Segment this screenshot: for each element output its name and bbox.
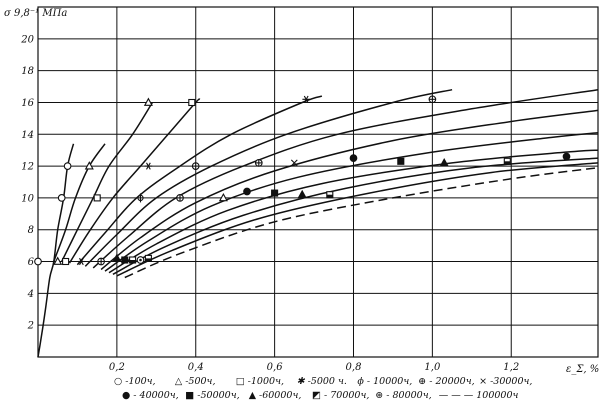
marker-circle-open xyxy=(34,257,42,266)
y-tick-label: 10 xyxy=(21,193,34,204)
x-tick-label: 1,0 xyxy=(424,362,441,373)
marker-square-open xyxy=(62,257,70,266)
legend-entry: ⊛ - 80000ч, xyxy=(375,390,431,401)
legend-entry: ○ -100ч, xyxy=(114,376,156,387)
series-line-10000ч xyxy=(76,95,323,266)
series-line-60000ч xyxy=(108,149,599,274)
marker-circle-cross xyxy=(97,257,105,266)
marker-phi xyxy=(137,193,144,203)
y-tick-label: 16 xyxy=(21,98,34,109)
marker-square-open xyxy=(188,98,196,107)
series-line-20000ч xyxy=(84,88,453,267)
x-tick-label: 0,6 xyxy=(267,362,284,373)
x-axis-label: ε_Σ, % xyxy=(566,364,599,375)
y-tick-label: 14 xyxy=(21,130,34,141)
marker-asterisk xyxy=(77,257,86,266)
y-tick-label: 4 xyxy=(27,289,34,300)
y-tick-label: 8 xyxy=(28,225,34,236)
series-line-70000ч xyxy=(112,157,599,275)
x-tick-label: 0,2 xyxy=(109,362,125,373)
marker-triangle-open xyxy=(53,256,63,265)
y-tick-label: 18 xyxy=(21,66,34,77)
legend-entry: △ -500ч, xyxy=(175,376,216,387)
y-tick-label: 2 xyxy=(27,321,34,332)
marker-square-filled xyxy=(271,189,279,197)
x-tick-label: 0,4 xyxy=(188,362,204,373)
marker-square-half xyxy=(144,254,152,262)
series-markers xyxy=(34,95,571,266)
x-tick-label: 0,8 xyxy=(346,362,362,373)
y-axis-label: σ 9,8⁻¹ МПа xyxy=(4,8,67,19)
marker-circle-open xyxy=(63,162,72,170)
marker-circle-filled xyxy=(243,187,251,196)
marker-circle-cross xyxy=(428,95,437,104)
marker-square-half xyxy=(326,191,334,199)
marker-square-filled xyxy=(397,157,405,165)
marker-asterisk xyxy=(144,162,153,170)
marker-triangle-open xyxy=(218,192,228,202)
series-line-5000ч xyxy=(68,98,201,264)
marker-circle-open xyxy=(57,194,66,202)
legend: ○ -100ч, △ -500ч, □ -1000ч, ✱ -5000 ч. ϕ - 1… xyxy=(114,376,532,401)
y-tick-label: 20 xyxy=(20,34,34,45)
marker-circle-dot xyxy=(136,256,145,264)
marker-x xyxy=(290,159,298,167)
series-line-100000ч xyxy=(124,166,599,279)
y-tick-label: 12 xyxy=(21,162,34,173)
marker-circle-filled xyxy=(562,152,571,161)
series-line-80000ч xyxy=(116,162,599,277)
legend-entry: ◩ - 70000ч, xyxy=(312,390,369,401)
marker-square-half xyxy=(503,157,511,165)
legend-entry: ■ -50000ч, xyxy=(185,390,239,401)
marker-asterisk xyxy=(302,95,311,103)
y-tick-label: 6 xyxy=(28,257,35,268)
marker-square-half xyxy=(129,256,137,264)
x-tick-label: 1,2 xyxy=(503,362,519,373)
legend-entry: ⊕ - 20000ч, xyxy=(418,376,474,387)
marker-circle-filled xyxy=(349,154,358,162)
marker-triangle-open xyxy=(84,161,94,170)
marker-square-open xyxy=(93,194,101,202)
legend-entry: ● - 40000ч, xyxy=(122,390,179,401)
marker-square-filled xyxy=(121,256,129,264)
series-curves xyxy=(37,88,599,358)
legend-entry: — — — 100000ч xyxy=(439,390,519,401)
marker-triangle-filled xyxy=(439,157,449,167)
plot-frame xyxy=(37,6,599,358)
series-line-1000ч xyxy=(61,102,154,262)
marker-triangle-filled xyxy=(297,189,307,199)
marker-triangle-open xyxy=(143,97,153,106)
legend-entry: ✱ -5000 ч. xyxy=(297,376,347,387)
series-line-30000ч xyxy=(92,88,599,269)
series-line-50000ч xyxy=(104,131,599,272)
marker-circle-cross xyxy=(176,194,184,202)
legend-entry: ϕ - 10000ч, xyxy=(357,376,412,387)
marker-triangle-filled xyxy=(112,253,122,262)
legend-entry: □ -1000ч, xyxy=(236,376,284,387)
grid xyxy=(37,6,599,358)
marker-circle-cross xyxy=(191,162,200,170)
marker-circle-cross xyxy=(254,159,263,167)
tick-labels: 2 4 6 8 10 12 14 16 18 20 0,2 0,4 0,6 0,8 1,0 1,2 xyxy=(20,34,519,373)
legend-entry: × -30000ч, xyxy=(479,376,532,387)
legend-entry: ▲ -60000ч, xyxy=(249,390,302,401)
series-line-500ч xyxy=(53,143,106,262)
